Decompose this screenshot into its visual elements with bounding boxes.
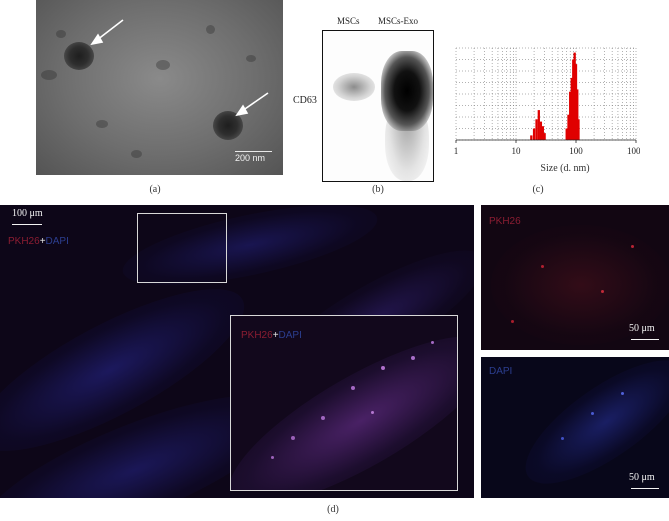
histogram-bar	[570, 77, 573, 140]
histogram-bar	[565, 128, 568, 140]
stain-legend-main: PKH26+DAPI	[8, 236, 69, 247]
tem-speck	[41, 70, 57, 80]
histogram-bar	[567, 114, 570, 140]
chart-xlabel: Size (d. nm)	[540, 163, 590, 174]
pkh26-dot	[541, 265, 544, 268]
histogram-bar	[532, 128, 536, 140]
tem-speck	[246, 55, 256, 62]
pkh26-dot	[631, 245, 634, 248]
cell-dot	[291, 436, 295, 440]
pkh26-label: PKH26	[8, 236, 40, 247]
plus-sign: +	[39, 236, 46, 247]
cell-dot	[321, 416, 325, 420]
scale-bar	[235, 151, 272, 152]
tem-speck	[206, 25, 215, 34]
scale-label-main: 100 μm	[12, 208, 43, 219]
dapi-label: DAPI	[278, 330, 302, 341]
exosome-vesicle	[64, 42, 94, 70]
arrow-icon	[96, 19, 124, 41]
cell-dot	[371, 411, 374, 414]
tem-speck	[131, 150, 142, 158]
histogram-bar	[541, 126, 544, 140]
pkh26-channel-label: PKH26	[489, 216, 521, 227]
tem-speck	[96, 120, 108, 128]
cell-dot	[381, 366, 385, 370]
chart-grid	[455, 47, 637, 141]
lane-label-mscs: MSCs	[337, 16, 360, 26]
plus-sign: +	[272, 330, 279, 341]
cell-dot	[271, 456, 274, 459]
dapi-channel: DAPI 50 μm	[481, 357, 669, 498]
pkh26-label: PKH26	[241, 330, 273, 341]
inset-zoom: PKH26+DAPI	[230, 315, 458, 491]
pkh26-signal	[491, 225, 669, 345]
stain-legend-inset: PKH26+DAPI	[241, 330, 302, 341]
caption-d: (d)	[327, 504, 339, 515]
caption-a: (a)	[149, 184, 161, 195]
histogram-bar	[543, 133, 546, 140]
dapi-dot	[591, 412, 594, 415]
pkh26-dot	[511, 320, 514, 323]
histogram-bar	[535, 119, 538, 140]
x-tick-label: 10	[512, 146, 522, 156]
marker-label-cd63: CD63	[293, 95, 317, 106]
cell-dot	[351, 386, 355, 390]
zoom-region-box	[137, 213, 227, 283]
blot-band-exo	[381, 51, 433, 131]
histogram-bar	[576, 89, 579, 140]
scale-label: 200 nm	[235, 153, 266, 163]
chart-x-axis: 1 10 100 1000	[454, 139, 646, 156]
tem-image: 200 nm	[36, 0, 283, 175]
tem-speck	[156, 60, 170, 70]
x-tick-label: 1000	[627, 146, 640, 156]
dapi-channel-label: DAPI	[489, 366, 513, 377]
chart-bars	[530, 52, 580, 140]
western-blot	[322, 30, 434, 182]
tem-speck	[56, 30, 66, 38]
scale-label-dapi: 50 μm	[629, 472, 655, 483]
histogram-bar	[574, 64, 578, 140]
x-tick-label: 1	[454, 146, 459, 156]
histogram-bar	[530, 135, 533, 140]
caption-b: (b)	[372, 184, 384, 195]
pkh26-dot	[601, 290, 604, 293]
lane-label-mscs-exo: MSCs-Exo	[378, 16, 419, 26]
histogram-bar	[569, 91, 572, 140]
cell-dot	[411, 356, 415, 360]
size-distribution-chart: 1 10 100 1000	[440, 40, 646, 180]
tem-arrows	[90, 19, 269, 117]
histogram-bar	[537, 110, 540, 140]
scale-label-pkh: 50 μm	[629, 323, 655, 334]
exosome-vesicle	[213, 111, 243, 140]
arrow-icon	[241, 92, 269, 112]
histogram-bar	[573, 52, 576, 140]
arrow-head-icon	[90, 33, 104, 46]
scale-bar	[631, 488, 659, 489]
chart-svg: 1 10 100 1000	[454, 47, 646, 156]
cell-dot	[431, 341, 434, 344]
scale-bar	[12, 224, 42, 225]
histogram-bar	[539, 121, 543, 140]
blot-band-mscs	[333, 73, 375, 101]
histogram-bar	[572, 59, 575, 140]
scale-bar	[631, 339, 659, 340]
x-tick-label: 100	[569, 146, 583, 156]
histogram-bar	[577, 119, 580, 140]
inset-cell-layer	[231, 316, 457, 490]
pkh26-channel: PKH26 50 μm	[481, 205, 669, 350]
dapi-dot	[621, 392, 624, 395]
caption-c: (c)	[532, 184, 544, 195]
dapi-dot	[561, 437, 564, 440]
dapi-label: DAPI	[45, 236, 69, 247]
fluorescence-overview: 100 μm PKH26+DAPI PKH26+DAPI	[0, 205, 474, 498]
arrow-head-icon	[235, 104, 249, 117]
